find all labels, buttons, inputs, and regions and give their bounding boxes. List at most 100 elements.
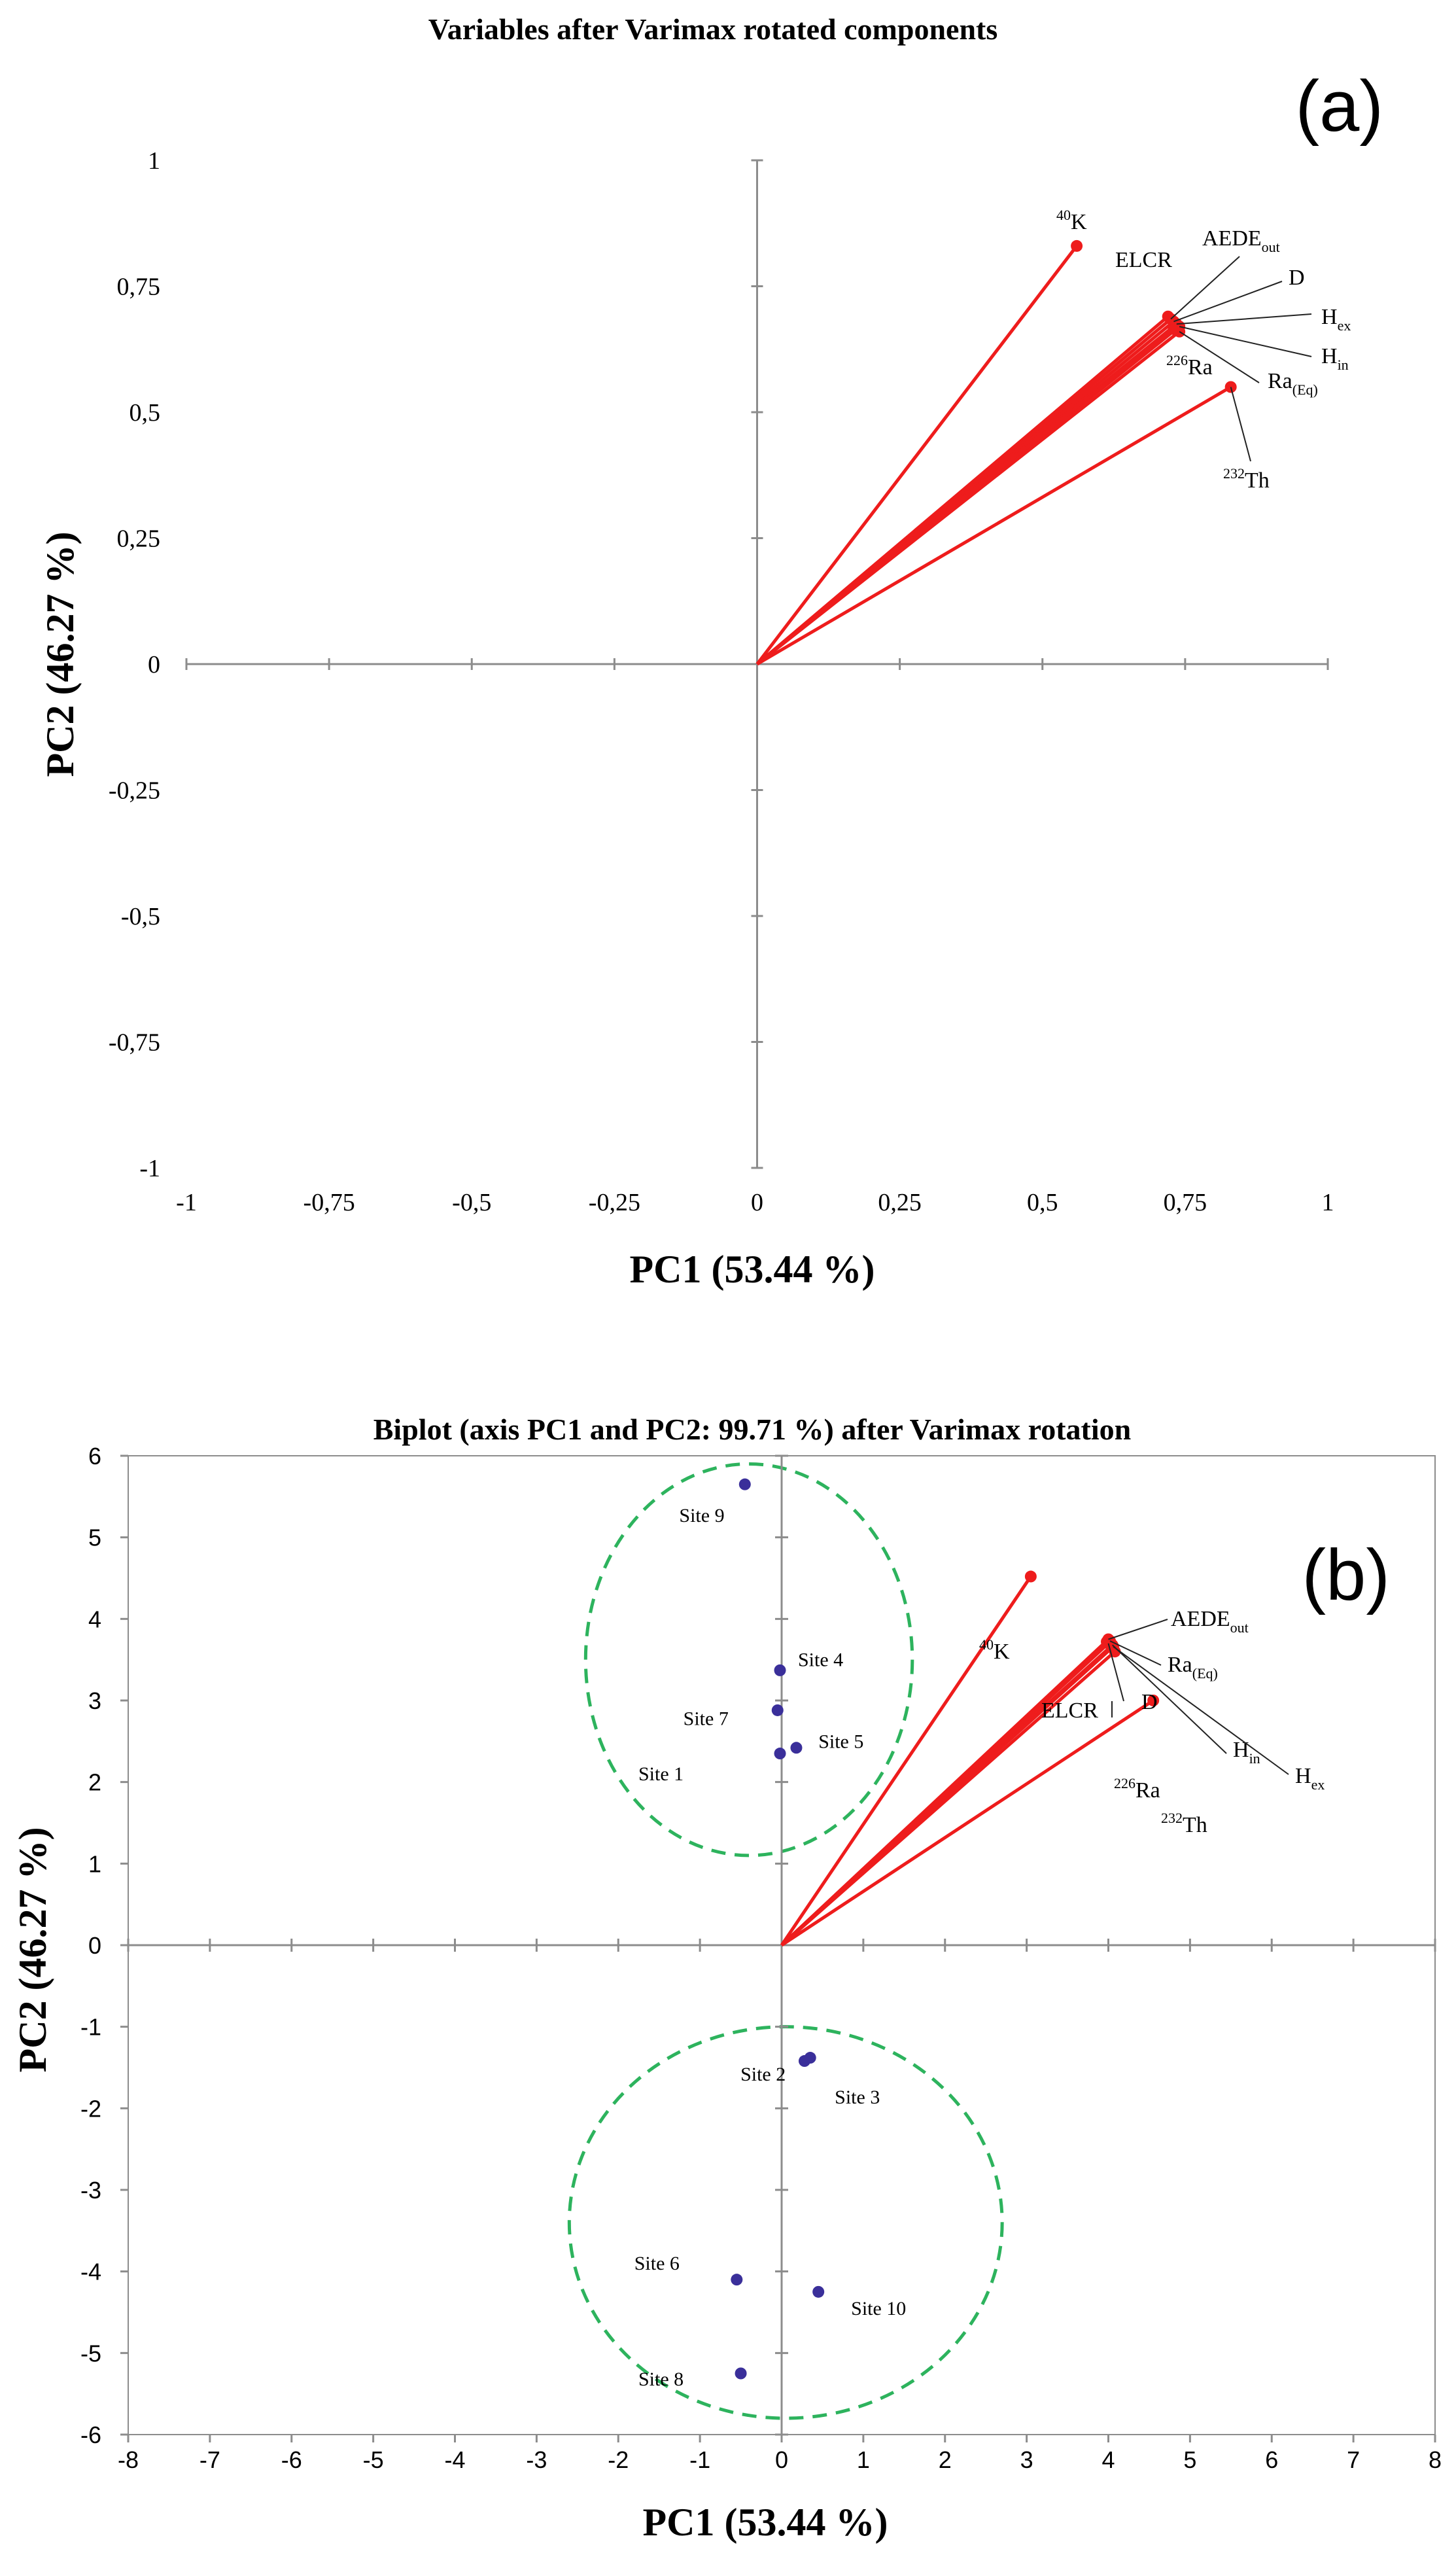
- chart-b-label-226Ra-base: Ra: [1135, 1778, 1160, 1803]
- chart-b-x-tick-label: 2: [939, 2446, 952, 2473]
- chart-a-y-tick-label: 0: [148, 651, 160, 678]
- chart-b-x-tick-label: -1: [689, 2446, 710, 2473]
- chart-a-title: Variables after Varimax rotated componen…: [428, 12, 998, 46]
- chart-b-vector-232Th: [780, 1699, 1154, 1947]
- chart-b-site-label: Site 3: [835, 2086, 880, 2108]
- chart-a-ylabel: PC2 (46.27 %): [39, 532, 82, 777]
- chart-a-label-232Th-sup: 232: [1223, 465, 1245, 482]
- chart-b-x-tick-label: 4: [1101, 2446, 1115, 2473]
- chart-a-vectors: [755, 239, 1237, 666]
- chart-a-x-tick-label: -0,25: [589, 1189, 640, 1216]
- chart-b-label-40K: 40K: [979, 1636, 1010, 1664]
- chart-a-x-tick-label: -0,75: [303, 1189, 355, 1216]
- chart-b-y-tick-label: 1: [88, 1850, 101, 1877]
- chart-a-y-tick-label: -0,25: [109, 777, 160, 805]
- chart-a-label-Hex-sub: ex: [1338, 317, 1351, 334]
- chart-a-vector-Ra(Eq): [755, 330, 1181, 665]
- chart-b-site-label: Site 1: [638, 1763, 684, 1785]
- chart-b-x-tick-label: -8: [118, 2446, 139, 2473]
- chart-a-label-Hin-sub: in: [1338, 357, 1349, 373]
- chart-b-label-Hin-sub: in: [1249, 1750, 1260, 1767]
- chart-b-site-label: Site 7: [684, 1708, 729, 1729]
- chart-a-y-tick-label: -0,75: [109, 1029, 160, 1057]
- chart-a-x-tick-label: 0,25: [878, 1189, 922, 1216]
- chart-a-leader-232Th: [1230, 387, 1251, 462]
- chart-b-vector-226Ra: [780, 1650, 1117, 1946]
- chart-a-label-Hex: Hex: [1321, 305, 1351, 334]
- chart-b-label-226Ra: 226Ra: [1114, 1775, 1160, 1803]
- chart-b-site-point: [771, 1704, 784, 1716]
- chart-b-y-tick-label: -4: [80, 2259, 101, 2285]
- chart-b-ellipse-upper-cluster: [583, 1462, 914, 1858]
- chart-a-ticks: -1 -0,75 -0,5 -0,25 0 0,25 0,5 0,75 1 1 0,75 0,5 0,2…: [109, 147, 1334, 1216]
- chart-a-label-AEDEout: AEDEout: [1202, 226, 1280, 255]
- chart-b-y-tick-label: -5: [80, 2340, 101, 2367]
- chart-b-y-tick-label: 6: [88, 1443, 101, 1470]
- chart-b-label-AEDEout: AEDEout: [1171, 1607, 1249, 1636]
- chart-b-label-D-base: D: [1141, 1690, 1158, 1714]
- chart-a-y-tick-label: 0,25: [117, 525, 161, 553]
- chart-a-label-Hin-base: H: [1321, 344, 1338, 368]
- chart-b-label-226Ra-sup: 226: [1114, 1775, 1135, 1791]
- chart-b-vector-tip-232Th: [1147, 1695, 1160, 1706]
- chart-b-y-tick-label: 3: [88, 1687, 101, 1714]
- chart-b-site-point: [790, 1742, 803, 1754]
- chart-b-xlabel: PC1 (53.44 %): [643, 2501, 888, 2544]
- chart-a-leader-Hex: [1176, 313, 1312, 325]
- chart-a-label-D: D: [1289, 266, 1305, 290]
- chart-b-x-tick-label: -7: [199, 2446, 220, 2473]
- chart-b-x-tick-label: 1: [857, 2446, 870, 2473]
- chart-b-site-point: [812, 2285, 825, 2298]
- chart-b-label-Hin: Hin: [1233, 1738, 1260, 1767]
- chart-b-sites: Site 1 Site 2 Site 3 Site 4 Site 5 Site 6 Site…: [634, 1478, 906, 2390]
- chart-a-label-AEDEout-sub: out: [1262, 239, 1280, 255]
- chart-b-x-tick-label: -5: [363, 2446, 384, 2473]
- chart-b-label-ELCR-base: ELCR: [1041, 1699, 1098, 1723]
- chart-b-label-Hex: Hex: [1295, 1764, 1325, 1793]
- chart-a-x-tick-label: 0,75: [1164, 1189, 1207, 1216]
- chart-b-label-AEDEout-base: AEDE: [1171, 1607, 1230, 1631]
- chart-a-label-40K: 40K: [1056, 207, 1087, 234]
- chart-b-x-tick-label: -4: [444, 2446, 465, 2473]
- chart-b-site-label: Site 5: [818, 1731, 863, 1752]
- chart-a-label-Ra(Eq)-sub: (Eq): [1292, 381, 1318, 398]
- chart-b-title: Biplot (axis PC1 and PC2: 99.71 %) after…: [373, 1413, 1132, 1446]
- chart-a-label-226Ra: 226Ra: [1166, 352, 1213, 379]
- chart-a-label-226Ra-sup: 226: [1166, 352, 1188, 368]
- chart-b-label-232Th-sup: 232: [1161, 1810, 1183, 1826]
- chart-b-label-ELCR: ELCR: [1041, 1699, 1098, 1723]
- chart-a-x-tick-label: 0: [751, 1189, 763, 1216]
- chart-b-x-tick-label: -2: [608, 2446, 629, 2473]
- chart-a-y-tick-label: 0,75: [117, 273, 161, 301]
- chart-a-vector-tip-40K: [1071, 239, 1083, 252]
- chart-a-vector-40K: [755, 245, 1079, 665]
- chart-b-leader-Ra(Eq): [1109, 1640, 1162, 1666]
- chart-b-site-label: Site 4: [798, 1649, 843, 1671]
- chart-b-site-point: [735, 2367, 747, 2380]
- chart-b-site-label: Site 10: [851, 2298, 906, 2319]
- chart-b-site-point: [731, 2274, 743, 2286]
- chart-b-leader-Hex: [1113, 1646, 1289, 1775]
- chart-b-x-tick-label: 5: [1183, 2446, 1196, 2473]
- chart-b-label-Ra(Eq)-sub: (Eq): [1192, 1665, 1218, 1681]
- chart-a-panel-label: (a): [1296, 66, 1383, 147]
- chart-b-vector-tip-40K: [1024, 1570, 1037, 1583]
- chart-b-y-tick-label: -1: [80, 2014, 101, 2041]
- chart-b-ylabel: PC2 (46.27 %): [11, 1827, 54, 2073]
- chart-b-leader-Hin: [1112, 1644, 1227, 1754]
- chart-a-x-tick-label: -0,5: [452, 1189, 491, 1216]
- chart-b-vector-40K: [780, 1576, 1032, 1946]
- chart-a-leader-Hin: [1179, 326, 1312, 357]
- chart-b-label-AEDEout-sub: out: [1230, 1619, 1249, 1636]
- chart-b-site-point: [774, 1664, 786, 1676]
- chart-a-label-40K-base: K: [1071, 210, 1087, 234]
- chart-a-leader-Ra(Eq): [1179, 330, 1260, 383]
- chart-a-vector-232Th: [756, 385, 1232, 666]
- chart-a-x-tick-label: 1: [1322, 1189, 1334, 1216]
- chart-b-vectors: [780, 1570, 1160, 1947]
- chart-b-y-tick-label: 5: [88, 1524, 101, 1551]
- chart-b-ticks: -8 -7 -6 -5 -4 -3 -2 -1 0 1 2 3 4 5 6 7 8 6 5 4 3 2 1 0 -1 -2 -3 -4…: [80, 1443, 1442, 2473]
